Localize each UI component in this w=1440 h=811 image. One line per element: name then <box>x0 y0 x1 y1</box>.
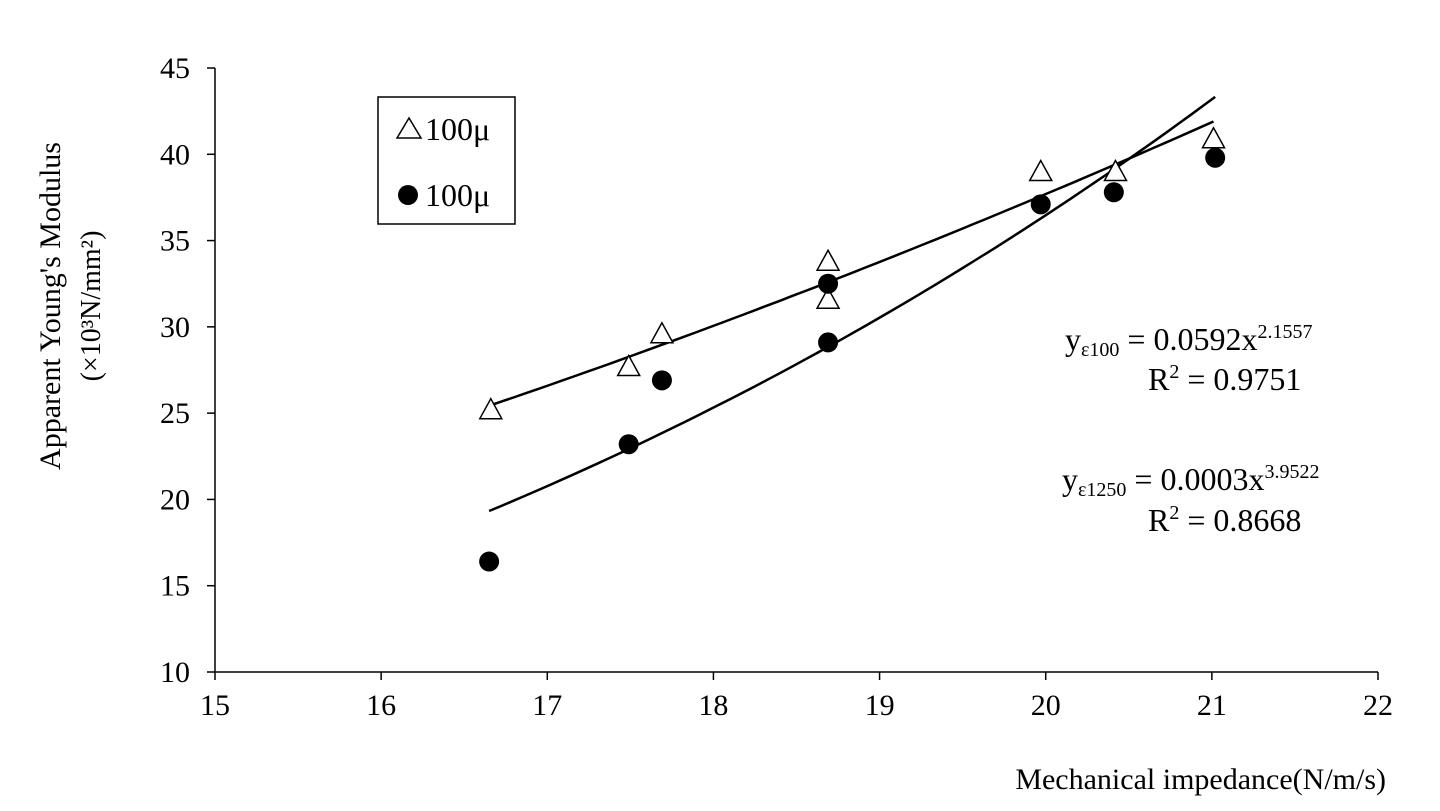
legend-label-1: 100μ <box>425 111 490 147</box>
circle-point <box>651 370 672 391</box>
circle-point <box>618 434 639 455</box>
triangle-point <box>1103 158 1128 182</box>
y-tick-label: 30 <box>160 311 190 344</box>
svg-text:R2 = 0.9751: R2 = 0.9751 <box>1148 361 1301 397</box>
axes: 15 16 17 18 19 20 21 22 10 15 20 25 30 35 40 45 <box>160 52 1393 722</box>
svg-text:yε1250 = 0.0003x3.9522: yε1250 = 0.0003x3.9522 <box>1062 461 1319 501</box>
x-tick-label: 20 <box>1031 689 1061 722</box>
y-axis-label-line1: Apparent Young's Modulus <box>34 142 67 470</box>
y-tick-label: 40 <box>160 138 190 171</box>
y-tick-label: 45 <box>160 52 190 85</box>
y-axis-label-line2: (×10³N/mm²) <box>76 231 107 382</box>
x-tick-label: 22 <box>1363 689 1393 722</box>
trendline-series-2 <box>488 95 1216 513</box>
y-tick-label: 20 <box>160 483 190 516</box>
legend-circle-icon <box>398 185 418 205</box>
x-tick-label: 21 <box>1197 689 1227 722</box>
trendlines <box>488 95 1216 513</box>
svg-text:yε100 = 0.0592x2.1557: yε100 = 0.0592x2.1557 <box>1065 321 1312 361</box>
x-tick-label: 19 <box>865 689 895 722</box>
svg-text:R2 = 0.8668: R2 = 0.8668 <box>1148 502 1301 538</box>
y-tick-label: 25 <box>160 397 190 430</box>
x-tick-label: 16 <box>366 689 396 722</box>
y-tick-label: 15 <box>160 570 190 603</box>
triangle-point <box>616 353 641 377</box>
legend: 100μ 100μ <box>377 96 516 225</box>
triangle-point <box>1028 158 1053 182</box>
circle-point <box>479 551 500 572</box>
x-tick-label: 17 <box>532 689 562 722</box>
equation-annotation-2: yε1250 = 0.0003x3.9522 R2 = 0.8668 <box>1062 461 1319 538</box>
legend-triangle-icon <box>395 116 423 139</box>
y-tick-label: 10 <box>160 656 190 689</box>
triangle-point <box>815 286 841 309</box>
circle-point <box>818 273 839 294</box>
x-tick-label: 15 <box>200 689 230 722</box>
circle-point <box>818 332 839 353</box>
circle-point <box>1103 182 1124 203</box>
x-axis-label: Mechanical impedance(N/m/s) <box>1015 763 1386 796</box>
trendline-series-1 <box>490 120 1215 407</box>
triangle-point <box>649 321 675 344</box>
data-points <box>478 126 1226 572</box>
legend-label-2: 100μ <box>425 177 490 213</box>
triangle-point <box>478 397 504 420</box>
x-tick-label: 18 <box>698 689 728 722</box>
y-tick-label: 35 <box>160 225 190 258</box>
legend-box <box>377 96 516 225</box>
triangle-point <box>1201 126 1226 149</box>
equation-annotation-1: yε100 = 0.0592x2.1557 R2 = 0.9751 <box>1065 321 1312 397</box>
circle-point <box>1205 147 1226 168</box>
circle-point <box>1030 194 1051 215</box>
triangle-point <box>815 248 841 272</box>
